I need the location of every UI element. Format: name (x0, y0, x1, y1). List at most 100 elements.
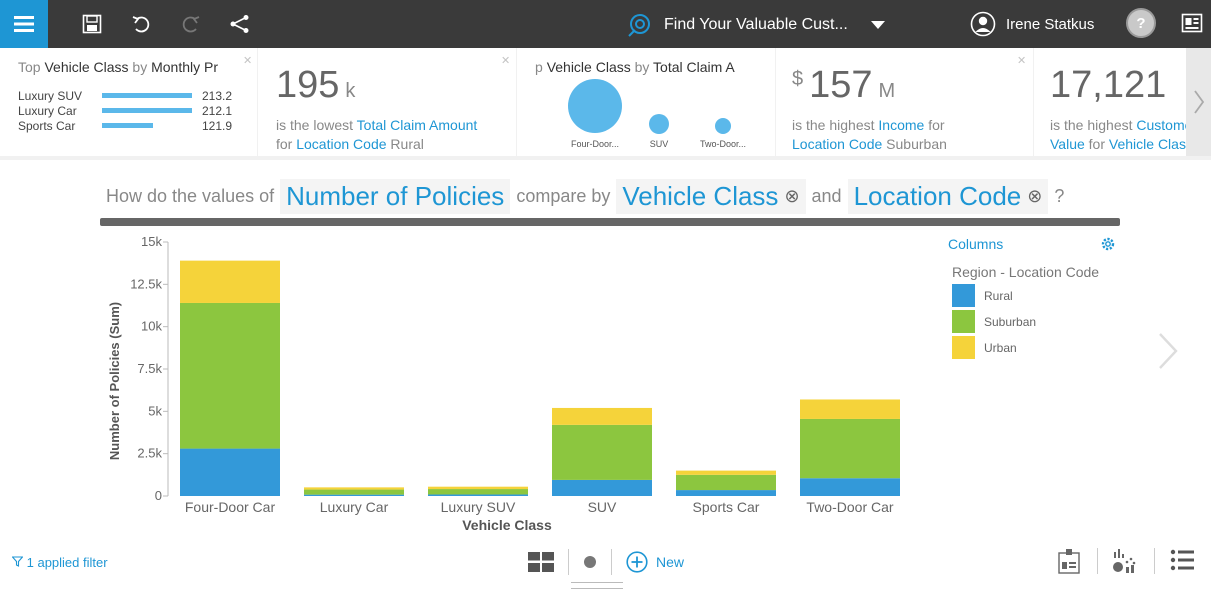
insight-card-customer-value[interactable]: 17,121 is the highest Customer Value for… (1034, 48, 1186, 156)
chart-type-button[interactable] (1112, 548, 1138, 579)
y-tick-label: 2.5k (137, 446, 162, 461)
x-tick-label: Two-Door Car (806, 499, 893, 515)
redo-button[interactable] (178, 12, 202, 36)
dimension-token-location-code[interactable]: Location Code ⊗ (847, 178, 1049, 214)
x-tick-label: Four-Door Car (185, 499, 276, 515)
bar-segment-suburban (676, 474, 776, 491)
bar-segment-rural (180, 448, 280, 496)
question-text: How do the values of (106, 185, 275, 206)
card-big-number: 195 k (276, 64, 356, 106)
legend-item-rural[interactable]: Rural (952, 284, 1013, 307)
card-bar (102, 93, 192, 98)
bar-segment-urban (180, 260, 280, 303)
x-tick-label: Luxury SUV (441, 499, 516, 515)
grid-view-icon[interactable] (528, 552, 554, 572)
list-view-button[interactable] (1170, 548, 1194, 577)
footer-separator (611, 549, 612, 575)
question-mark: ? (1054, 185, 1065, 206)
remove-icon[interactable]: ⊗ (784, 185, 800, 206)
insight-card-vehicle-by-claim[interactable]: p Vehicle Class by Total Claim A Four-Do… (517, 48, 775, 156)
insight-cards-strip: ✕ Top Vehicle Class by Monthly Pr Luxury… (0, 48, 1211, 160)
chart-details-button[interactable] (1058, 548, 1080, 579)
bubble-chart (568, 79, 731, 134)
card-insight-line: Value for Vehicle Class (1050, 136, 1186, 152)
card-bar-row: Luxury Car 212.1 (18, 104, 233, 118)
hamburger-menu-button[interactable] (0, 0, 48, 48)
card-title: p Vehicle Class by Total Claim A (535, 59, 735, 75)
legend-label: Suburban (984, 314, 1037, 329)
legend-swatch (952, 336, 975, 359)
card-insight-line: Location Code Suburban (792, 136, 947, 152)
x-axis-title: Vehicle Class (462, 517, 552, 533)
dimension-token-vehicle-class[interactable]: Vehicle Class ⊗ (616, 178, 806, 214)
footer-separator (568, 549, 569, 575)
share-button[interactable] (228, 12, 252, 36)
bar-segment-urban (676, 470, 776, 475)
list-icon (1170, 549, 1194, 571)
new-button[interactable]: New (626, 551, 684, 573)
legend-columns-title[interactable]: Columns (948, 236, 1004, 252)
question-divider (100, 218, 1120, 226)
question-builder: How do the values of Number of Policies … (106, 174, 1064, 218)
undo-button[interactable] (130, 12, 154, 36)
story-title: Find Your Valuable Cust... (664, 16, 848, 33)
filter-icon (11, 556, 24, 567)
user-avatar-icon (970, 11, 996, 37)
insight-card-top-vehicle-class[interactable]: ✕ Top Vehicle Class by Monthly Pr Luxury… (0, 48, 257, 156)
plus-circle-icon (626, 551, 648, 573)
bar-segment-suburban (552, 424, 652, 480)
remove-icon[interactable]: ⊗ (1027, 185, 1043, 206)
insight-card-lowest-claim[interactable]: ✕ 195 k is the lowest Total Claim Amount … (258, 48, 516, 156)
insight-card-highest-income[interactable]: ✕ $157 M is the highest Income for Locati… (776, 48, 1033, 156)
legend-item-suburban[interactable]: Suburban (952, 310, 1036, 333)
bar-segment-suburban (800, 418, 900, 479)
card-insight-line: is the highest Income for (792, 117, 945, 133)
card-close-icon[interactable]: ✕ (243, 55, 253, 67)
hamburger-icon (14, 16, 34, 32)
y-axis-title: Number of Policies (Sum) (107, 302, 122, 460)
new-label: New (656, 554, 685, 570)
bar-segment-rural (676, 490, 776, 496)
bar-segment-urban (428, 486, 528, 490)
presentation-mode-button[interactable] (1181, 12, 1203, 39)
bar-segment-urban (800, 399, 900, 419)
chevron-down-icon (870, 21, 885, 29)
page-dot-icon[interactable] (583, 555, 597, 569)
user-menu[interactable]: Irene Statkus (970, 10, 1094, 38)
help-button[interactable]: ? (1126, 8, 1156, 38)
bar-segment-suburban (180, 302, 280, 449)
y-tick-label: 7.5k (137, 361, 162, 376)
help-label: ? (1136, 14, 1146, 32)
save-button[interactable] (80, 12, 104, 36)
card-bar-row: Luxury SUV 213.2 (18, 89, 233, 103)
redo-icon (182, 16, 200, 33)
undo-icon (132, 16, 150, 33)
presentation-icon (1181, 13, 1203, 33)
story-title-dropdown[interactable]: Find Your Valuable Cust... (626, 10, 886, 40)
chart-next-button[interactable] (1152, 326, 1182, 381)
bar-segment-rural (428, 494, 528, 496)
legend-item-urban[interactable]: Urban (952, 336, 1017, 359)
measure-token[interactable]: Number of Policies (280, 178, 511, 214)
bubble-two-door (715, 118, 731, 134)
card-big-number: 17,121 (1050, 64, 1167, 106)
bar-segment-rural (800, 478, 900, 496)
x-tick-label: Sports Car (693, 499, 760, 515)
card-close-icon[interactable]: ✕ (501, 55, 511, 67)
bubble-label: Two-Door... (699, 139, 747, 149)
chart-settings-button[interactable] (1100, 236, 1116, 257)
story-icon (628, 14, 650, 37)
chevron-right-icon (1193, 90, 1204, 114)
drag-handle[interactable] (571, 582, 623, 589)
y-tick-label: 0 (155, 488, 162, 503)
legend-label: Urban (984, 340, 1017, 355)
y-tick-label: 5k (148, 403, 162, 418)
card-close-icon[interactable]: ✕ (1017, 55, 1027, 67)
card-bar-row: Sports Car 121.9 (18, 119, 233, 133)
applied-filter-link[interactable]: 1 applied filter (11, 555, 108, 570)
x-tick-label: Luxury Car (320, 499, 389, 515)
legend-subtitle: Region - Location Code (952, 264, 1100, 280)
bubble-label: Four-Door... (570, 139, 620, 149)
card-title: Top Vehicle Class by Monthly Pr (18, 59, 219, 75)
cards-next-button[interactable] (1186, 48, 1211, 156)
